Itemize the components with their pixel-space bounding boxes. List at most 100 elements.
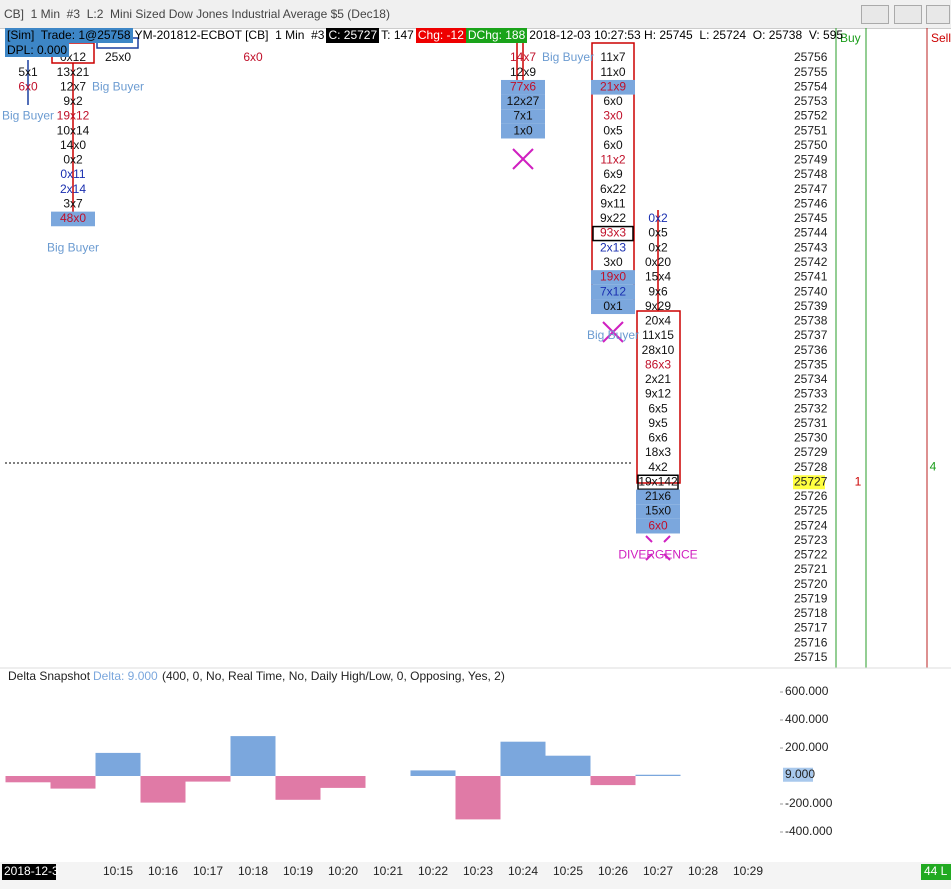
annotation: Big Buyer bbox=[587, 328, 639, 342]
sim-trade: [Sim] Trade: 1@25758 bbox=[5, 28, 133, 43]
footprint-cell: 19x0 bbox=[600, 270, 626, 284]
y-tick-label: -200.000 bbox=[785, 796, 833, 810]
price-label: 25745 bbox=[794, 211, 828, 225]
delta-value: Delta: 9.000 bbox=[93, 669, 158, 683]
daily-change: DChg: 188 bbox=[465, 28, 528, 43]
delta-bar bbox=[50, 776, 96, 789]
delta-params: (400, 0, No, Real Time, No, Daily High/L… bbox=[162, 669, 505, 683]
footprint-cell: 0x11 bbox=[60, 167, 85, 181]
footprint-cell: 0x5 bbox=[603, 123, 623, 137]
highlight-cell bbox=[636, 518, 680, 534]
y-tick-label: 400.000 bbox=[785, 712, 829, 726]
footprint-cell: 0x1 bbox=[603, 299, 623, 313]
boxed-cell bbox=[637, 474, 679, 491]
date-bg bbox=[2, 864, 56, 880]
highlight-cell bbox=[591, 284, 635, 300]
price-label: 25738 bbox=[794, 314, 828, 328]
footprint-cell: 77x6 bbox=[510, 79, 536, 93]
delta-bar bbox=[275, 776, 321, 800]
footprint-cell: 6x0 bbox=[18, 79, 38, 93]
delta-bar bbox=[590, 776, 636, 786]
footprint-cell: 21x6 bbox=[645, 489, 671, 503]
instrument: YM-201812-ECBOT [CB] 1 Min #3 bbox=[134, 28, 325, 42]
price-label: 25717 bbox=[794, 621, 828, 635]
footprint-cell: 11x0 bbox=[600, 65, 625, 79]
price-label: 25746 bbox=[794, 196, 828, 210]
price-label: 25747 bbox=[794, 182, 828, 196]
delta-bar bbox=[635, 774, 681, 776]
time-label: 10:15 bbox=[103, 864, 133, 878]
x-marks bbox=[512, 148, 671, 561]
time-label: 10:21 bbox=[373, 864, 403, 878]
delta-title: Delta Snapshot bbox=[8, 669, 91, 683]
change: Chg: -12 bbox=[415, 28, 466, 43]
footprint-cell: 12x7 bbox=[60, 79, 86, 93]
maximize-button[interactable] bbox=[894, 5, 922, 24]
price-label: 25715 bbox=[794, 650, 828, 664]
footprint-cell: 2x14 bbox=[60, 182, 86, 196]
time-label: 10:28 bbox=[688, 864, 718, 878]
footprint-cell: 0x20 bbox=[645, 255, 671, 269]
footprint-cell: 1x0 bbox=[513, 123, 533, 137]
footprint-cell: 6x0 bbox=[648, 518, 668, 532]
footprint-cell: 48x0 bbox=[60, 211, 86, 225]
price-label: 25728 bbox=[794, 460, 828, 474]
footprint-cell: 28x10 bbox=[642, 343, 675, 357]
window-title: CB] 1 Min #3 L:2 Mini Sized Dow Jones In… bbox=[4, 7, 390, 21]
price-label: 25750 bbox=[794, 138, 828, 152]
footprint-cell: 14x0 bbox=[60, 138, 86, 152]
sell-value: 4 bbox=[930, 459, 937, 473]
price-label: 25732 bbox=[794, 401, 828, 415]
price-label: 25729 bbox=[794, 445, 828, 459]
time-label: 10:19 bbox=[283, 864, 313, 878]
delta-bar bbox=[500, 741, 546, 776]
close: C: 25727 bbox=[326, 28, 380, 43]
minimize-button[interactable] bbox=[861, 5, 889, 24]
time-label: 10:16 bbox=[148, 864, 178, 878]
footprint-cell: 9x12 bbox=[645, 387, 671, 401]
highlight-cell bbox=[636, 489, 680, 505]
price-label: 25716 bbox=[794, 635, 828, 649]
time-axis-bg bbox=[0, 862, 951, 889]
price-label: 25752 bbox=[794, 109, 828, 123]
footprint-cell: 9x5 bbox=[648, 416, 668, 430]
time-label: 10:17 bbox=[193, 864, 223, 878]
footprint-cell: 11x15 bbox=[642, 328, 674, 342]
price-label: 25749 bbox=[794, 153, 828, 167]
price-label: 25733 bbox=[794, 387, 828, 401]
footprint-cell: 6x6 bbox=[648, 431, 668, 445]
dpl: DPL: 0.000 bbox=[5, 43, 70, 57]
delta-bar bbox=[140, 776, 186, 803]
bar-info: 2018-12-03 10:27:53 H: 25745 L: 25724 O:… bbox=[529, 28, 844, 42]
price-label: 25756 bbox=[794, 50, 828, 64]
price-label: 25755 bbox=[794, 65, 828, 79]
title-bar: CB] 1 Min #3 L:2 Mini Sized Dow Jones In… bbox=[0, 0, 951, 29]
footprint-cell: 86x3 bbox=[645, 357, 671, 371]
sell-header: Sell bbox=[931, 31, 951, 45]
delta-bar bbox=[95, 752, 141, 776]
annotation: Big Buyer bbox=[47, 240, 99, 254]
footprint-cell: 19x12 bbox=[57, 109, 90, 123]
footprint-cell: 21x9 bbox=[600, 79, 626, 93]
y-tick-label: 600.000 bbox=[785, 684, 829, 698]
time-label: 10:24 bbox=[508, 864, 538, 878]
footprint-cell: 2x21 bbox=[645, 372, 671, 386]
time-label: 10:20 bbox=[328, 864, 358, 878]
price-label: 25719 bbox=[794, 591, 828, 605]
highlight-cell bbox=[501, 109, 545, 124]
price-label: 25725 bbox=[794, 504, 828, 518]
footprint-cell: 4x2 bbox=[648, 460, 668, 474]
time-label: 10:27 bbox=[643, 864, 673, 878]
footprint-cell: 93x3 bbox=[600, 226, 626, 240]
footprint-cell: 9x11 bbox=[600, 196, 625, 210]
boxed-cell bbox=[592, 225, 634, 242]
price-label: 25741 bbox=[794, 270, 828, 284]
price-label: 25735 bbox=[794, 357, 828, 371]
close-button[interactable] bbox=[926, 5, 950, 24]
footprint-cell: 18x3 bbox=[645, 445, 671, 459]
delta-bar bbox=[455, 776, 501, 820]
footprint-cell: 6x0 bbox=[603, 94, 623, 108]
footprint-cell: 0x2 bbox=[63, 153, 83, 167]
price-label: 25731 bbox=[794, 416, 828, 430]
